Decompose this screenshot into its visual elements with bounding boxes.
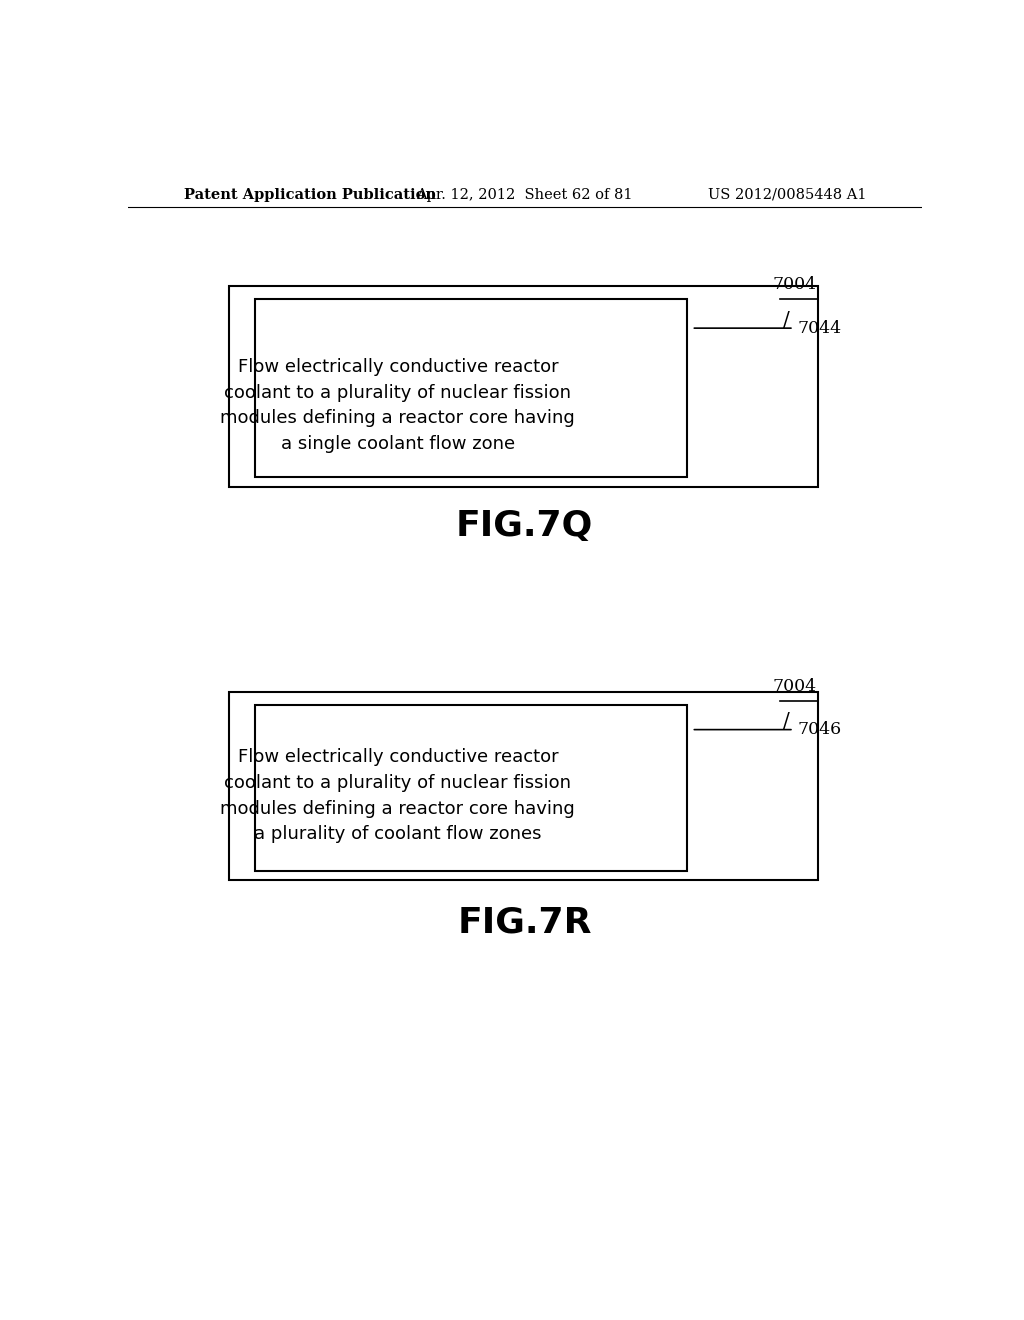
Text: Apr. 12, 2012  Sheet 62 of 81: Apr. 12, 2012 Sheet 62 of 81 [417, 187, 633, 202]
Bar [255, 705, 687, 871]
Bar [228, 286, 817, 487]
Bar [228, 692, 817, 880]
Text: Patent Application Publication: Patent Application Publication [183, 187, 435, 202]
Text: FIG.7R: FIG.7R [458, 906, 592, 940]
Text: FIG.7Q: FIG.7Q [456, 510, 594, 544]
Text: 7046: 7046 [797, 721, 841, 738]
Text: /: / [782, 711, 790, 731]
Text: 7044: 7044 [797, 319, 841, 337]
Text: US 2012/0085448 A1: US 2012/0085448 A1 [708, 187, 866, 202]
Text: /: / [782, 310, 790, 330]
Text: Flow electrically conductive reactor
coolant to a plurality of nuclear fission
m: Flow electrically conductive reactor coo… [220, 358, 575, 453]
Text: 7004: 7004 [772, 276, 817, 293]
Text: 7004: 7004 [772, 678, 817, 696]
Bar [255, 298, 687, 477]
Text: Flow electrically conductive reactor
coolant to a plurality of nuclear fission
m: Flow electrically conductive reactor coo… [220, 748, 575, 843]
